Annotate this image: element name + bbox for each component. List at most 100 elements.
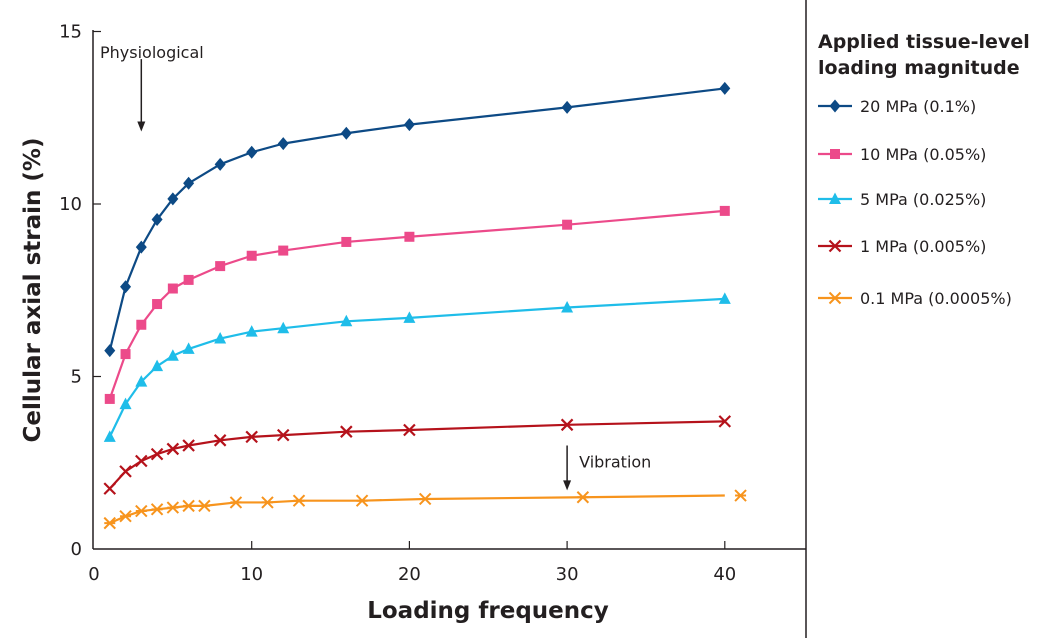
square-marker bbox=[104, 393, 115, 404]
x-marker bbox=[718, 415, 732, 428]
asterisk-marker bbox=[182, 499, 195, 513]
x-tick-label: 40 bbox=[713, 564, 736, 585]
x-tick-label: 0 bbox=[88, 564, 99, 585]
triangle-marker bbox=[135, 375, 148, 387]
y-tick-label: 0 bbox=[71, 539, 82, 560]
x-marker bbox=[150, 447, 164, 461]
square-marker bbox=[136, 319, 147, 330]
legend-label: 1 MPa (0.005%) bbox=[860, 237, 986, 256]
square-marker bbox=[120, 349, 131, 360]
diamond-marker bbox=[214, 157, 226, 171]
legend-label: 5 MPa (0.025%) bbox=[860, 190, 986, 209]
diamond-marker bbox=[135, 240, 147, 254]
legend: Applied tissue-level loading magnitude 20 … bbox=[818, 31, 1030, 308]
triangle-marker bbox=[340, 314, 353, 327]
annotation-label: Physiological bbox=[100, 43, 204, 62]
asterisk-marker bbox=[103, 516, 116, 530]
triangle-marker bbox=[166, 349, 179, 361]
square-marker bbox=[167, 283, 178, 294]
square-marker bbox=[246, 250, 257, 261]
x-marker bbox=[403, 423, 416, 437]
diamond-marker bbox=[151, 213, 163, 227]
series-0_1-mpa bbox=[103, 489, 747, 530]
diamond-marker bbox=[104, 344, 116, 358]
square-marker bbox=[719, 205, 730, 216]
x-tick-label: 30 bbox=[556, 564, 579, 585]
y-axis-label: Cellular axial strain (%) bbox=[20, 138, 46, 443]
triangle-marker bbox=[277, 321, 290, 334]
asterisk-marker bbox=[198, 499, 211, 513]
diamond-marker bbox=[403, 118, 415, 132]
series-10-mpa bbox=[104, 205, 730, 404]
x-marker bbox=[276, 428, 290, 442]
legend-label: 10 MPa (0.05%) bbox=[860, 145, 986, 164]
arrow-head-icon bbox=[563, 480, 572, 491]
arrow-head-icon bbox=[137, 121, 146, 132]
asterisk-marker bbox=[166, 501, 180, 514]
axes: 0 10 20 30 40 0 5 10 15 Physiological Vibration bbox=[59, 0, 807, 638]
diamond-marker bbox=[120, 280, 132, 294]
series-5-mpa bbox=[103, 292, 731, 442]
asterisk-marker bbox=[355, 494, 369, 507]
legend-title: Applied tissue-level bbox=[818, 31, 1030, 53]
triangle-marker bbox=[403, 311, 416, 323]
square-marker bbox=[341, 236, 352, 247]
y-tick-label: 5 bbox=[71, 367, 82, 388]
triangle-marker bbox=[119, 397, 132, 410]
x-tick-label: 20 bbox=[398, 564, 421, 585]
x-marker bbox=[135, 454, 148, 468]
square-marker bbox=[215, 261, 226, 272]
y-tick-label: 15 bbox=[59, 22, 82, 43]
triangle-marker bbox=[829, 192, 841, 204]
triangle-marker bbox=[103, 430, 116, 442]
triangle-marker bbox=[151, 359, 164, 372]
x-marker bbox=[340, 425, 353, 438]
triangle-marker bbox=[561, 301, 574, 313]
legend-label: 20 MPa (0.1%) bbox=[860, 97, 976, 116]
x-marker bbox=[828, 239, 842, 253]
diamond-marker bbox=[829, 99, 841, 113]
diamond-marker bbox=[183, 176, 195, 190]
annotation-label: Vibration bbox=[579, 453, 651, 472]
diamond-marker bbox=[167, 192, 179, 206]
asterisk-marker bbox=[418, 492, 432, 506]
asterisk-marker bbox=[119, 510, 132, 523]
x-marker bbox=[166, 442, 180, 456]
x-marker bbox=[245, 430, 258, 444]
square-marker bbox=[562, 219, 573, 230]
asterisk-marker bbox=[150, 503, 164, 516]
legend-label: 0.1 MPa (0.0005%) bbox=[860, 289, 1012, 308]
x-marker bbox=[119, 465, 132, 478]
asterisk-marker bbox=[828, 291, 842, 305]
series-1-mpa bbox=[103, 415, 732, 495]
legend-title: loading magnitude bbox=[818, 57, 1020, 79]
triangle-marker bbox=[245, 325, 258, 337]
diamond-marker bbox=[277, 137, 289, 151]
triangle-marker bbox=[718, 292, 731, 304]
square-marker bbox=[152, 299, 163, 310]
asterisk-marker bbox=[292, 494, 306, 507]
square-marker bbox=[404, 231, 415, 242]
triangle-marker bbox=[214, 332, 227, 344]
square-marker bbox=[830, 149, 840, 159]
asterisk-marker bbox=[734, 489, 747, 502]
x-marker bbox=[182, 439, 195, 452]
x-marker bbox=[103, 482, 117, 495]
triangle-marker bbox=[182, 342, 195, 354]
square-marker bbox=[183, 274, 194, 285]
diamond-marker bbox=[340, 126, 352, 140]
x-marker bbox=[213, 434, 227, 447]
y-tick-label: 10 bbox=[59, 194, 82, 215]
asterisk-marker bbox=[261, 496, 274, 509]
series-line bbox=[108, 297, 725, 438]
series-20-mpa bbox=[104, 81, 731, 358]
asterisk-marker bbox=[135, 504, 148, 518]
diamond-marker bbox=[561, 100, 573, 114]
series-group bbox=[103, 81, 747, 530]
x-tick-label: 10 bbox=[240, 564, 263, 585]
diamond-marker bbox=[719, 81, 731, 95]
diamond-marker bbox=[246, 145, 258, 159]
x-axis-label: Loading frequency bbox=[367, 598, 609, 624]
x-marker bbox=[560, 418, 574, 432]
